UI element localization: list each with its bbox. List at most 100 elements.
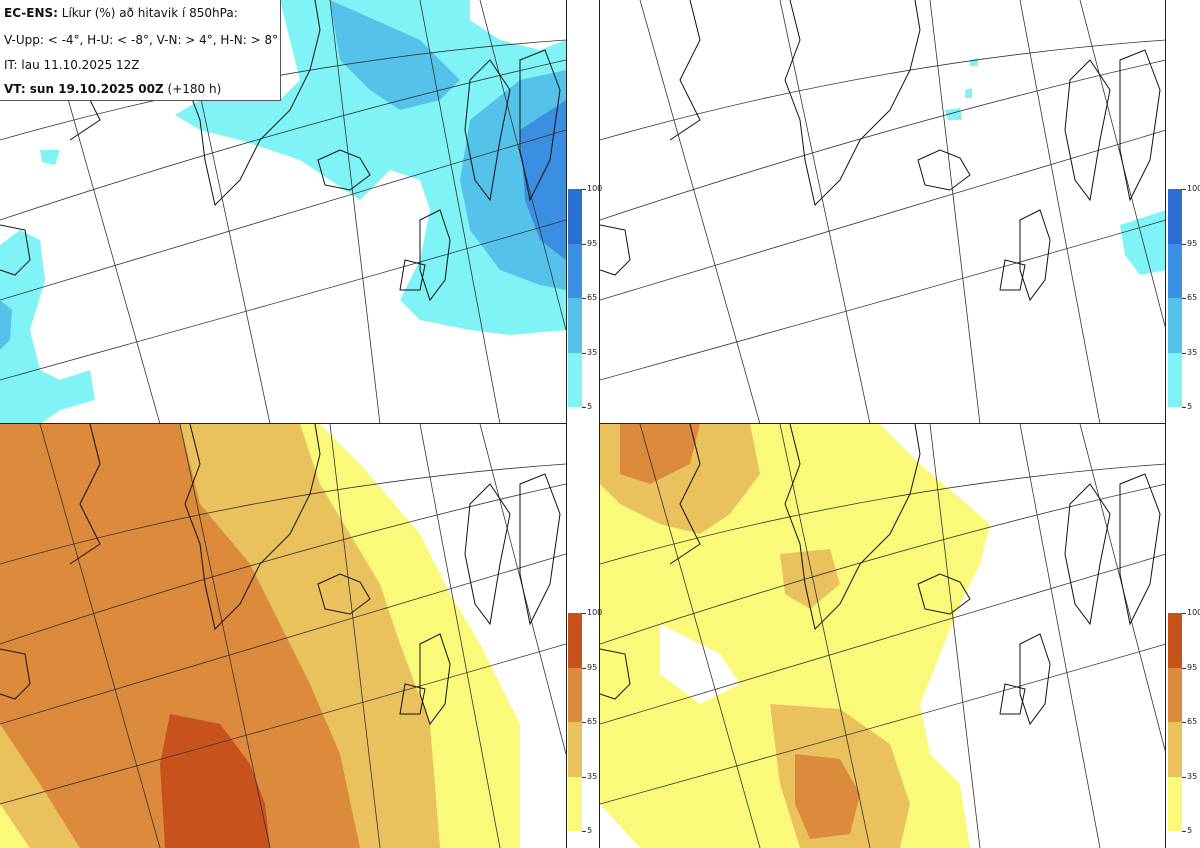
colorbar-h-n: 100 95 65 35 5 xyxy=(1168,609,1200,835)
map-panel-v-n xyxy=(0,424,566,848)
prob-area xyxy=(0,424,360,848)
panel-border xyxy=(599,0,600,848)
prob-area xyxy=(660,624,740,704)
panel-border xyxy=(0,423,567,424)
prob-area xyxy=(945,108,962,120)
model-name: EC-ENS: xyxy=(4,6,58,20)
colorbar-label: 35 xyxy=(1187,771,1198,781)
lead-time: (+180 h) xyxy=(163,82,222,96)
colorbar-label: 95 xyxy=(587,662,598,672)
probability-map-h-n xyxy=(600,424,1166,848)
colorbar-tick xyxy=(1182,776,1186,778)
colorbar-label: 65 xyxy=(1187,293,1198,302)
colorbar-segment xyxy=(568,352,582,407)
colorbar-segment xyxy=(1168,613,1182,668)
colorbar-segment xyxy=(1168,189,1182,244)
graticule xyxy=(0,424,566,848)
colorbar-tick xyxy=(1182,722,1186,723)
graticule xyxy=(600,424,1166,848)
probability-field xyxy=(0,424,520,848)
colorbar-label: 65 xyxy=(1187,717,1198,726)
prob-area xyxy=(620,424,700,484)
prob-area xyxy=(175,0,566,335)
colorbar-label: 5 xyxy=(587,402,593,411)
prob-area xyxy=(970,58,978,66)
colorbar-label: 100 xyxy=(587,608,603,617)
colorbar-tick xyxy=(582,776,586,778)
colorbar-segment xyxy=(568,722,582,777)
probability-field xyxy=(0,0,566,424)
colorbar-tick xyxy=(582,352,586,354)
probability-map-v-n xyxy=(0,424,566,848)
colorbar-tick xyxy=(1182,352,1186,354)
colorbar-tick xyxy=(582,407,586,408)
map-header: EC-ENS: Líkur (%) að hitavik í 850hPa: V… xyxy=(0,0,281,101)
colorbar-label: 35 xyxy=(587,347,598,357)
colorbar-segment xyxy=(1168,352,1182,407)
prob-area xyxy=(780,549,840,609)
colorbar-label: 35 xyxy=(587,771,598,781)
colorbar-label: 65 xyxy=(587,293,598,302)
prob-area xyxy=(0,230,95,424)
prob-area xyxy=(40,150,60,165)
colorbar-segment xyxy=(1168,722,1182,777)
coastlines xyxy=(0,424,561,726)
colorbar-tick xyxy=(1182,407,1186,408)
colorbar-label: 95 xyxy=(1187,662,1198,672)
colorbar-segment xyxy=(1168,667,1182,722)
coastlines xyxy=(600,0,1161,302)
header-line-4: VT: sun 19.10.2025 00Z (+180 h) xyxy=(4,82,221,96)
prob-area xyxy=(0,424,120,584)
graticule xyxy=(600,0,1166,424)
header-line-2: V-Upp: < -4°, H-U: < -8°, V-N: > 4°, H-N… xyxy=(4,33,279,47)
prob-area xyxy=(965,88,972,98)
colorbar-tick xyxy=(1182,243,1186,245)
colorbar-segment xyxy=(1168,298,1182,353)
colorbar-label: 100 xyxy=(587,184,603,193)
colorbar-label: 100 xyxy=(1187,608,1200,617)
colorbar-label: 5 xyxy=(1187,826,1193,835)
probability-field xyxy=(600,424,990,848)
probability-map-h-u xyxy=(600,0,1166,424)
colorbar-label: 65 xyxy=(587,717,598,726)
colorbar-segment xyxy=(1168,776,1182,831)
colorbar-tick xyxy=(582,243,586,245)
colorbar-tick xyxy=(582,722,586,723)
map-panel-h-u xyxy=(600,0,1166,424)
valid-time: VT: sun 19.10.2025 00Z xyxy=(4,82,164,96)
colorbar-label: 100 xyxy=(1187,184,1200,193)
probability-field xyxy=(945,58,1166,275)
colorbar-segment xyxy=(568,298,582,353)
colorbar-tick xyxy=(582,667,586,669)
prob-area xyxy=(0,300,12,350)
colorbar-label: 35 xyxy=(1187,347,1198,357)
colorbar-segment xyxy=(568,667,582,722)
header-line-1: EC-ENS: Líkur (%) að hitavik í 850hPa: xyxy=(4,6,238,20)
colorbar-tick xyxy=(582,831,586,832)
colorbar-label: 95 xyxy=(587,238,598,248)
coastlines xyxy=(600,424,1161,726)
colorbar-tick xyxy=(1182,613,1186,614)
colorbar-segment xyxy=(568,243,582,298)
colorbar-segment xyxy=(1168,243,1182,298)
colorbar-tick xyxy=(582,189,586,190)
panel-border xyxy=(566,0,567,848)
colorbar-tick xyxy=(1182,831,1186,832)
colorbar-tick xyxy=(582,298,586,299)
colorbar-v-upp: 100 95 65 35 5 xyxy=(568,185,602,411)
colorbar-label: 95 xyxy=(1187,238,1198,248)
colorbar-tick xyxy=(1182,189,1186,190)
variable-description: Líkur (%) að hitavik í 850hPa: xyxy=(57,6,238,20)
header-line-3: IT: lau 11.10.2025 12Z xyxy=(4,58,140,72)
prob-area xyxy=(160,714,270,848)
map-panel-h-n xyxy=(600,424,1166,848)
colorbar-tick xyxy=(1182,667,1186,669)
colorbar-tick xyxy=(582,613,586,614)
colorbar-h-u: 100 95 65 35 5 xyxy=(1168,185,1200,411)
colorbar-label: 5 xyxy=(587,826,593,835)
colorbar-segment xyxy=(568,776,582,831)
colorbar-label: 5 xyxy=(1187,402,1193,411)
colorbar-segment xyxy=(568,189,582,244)
panel-border xyxy=(1165,0,1166,848)
panel-border xyxy=(599,423,1166,424)
